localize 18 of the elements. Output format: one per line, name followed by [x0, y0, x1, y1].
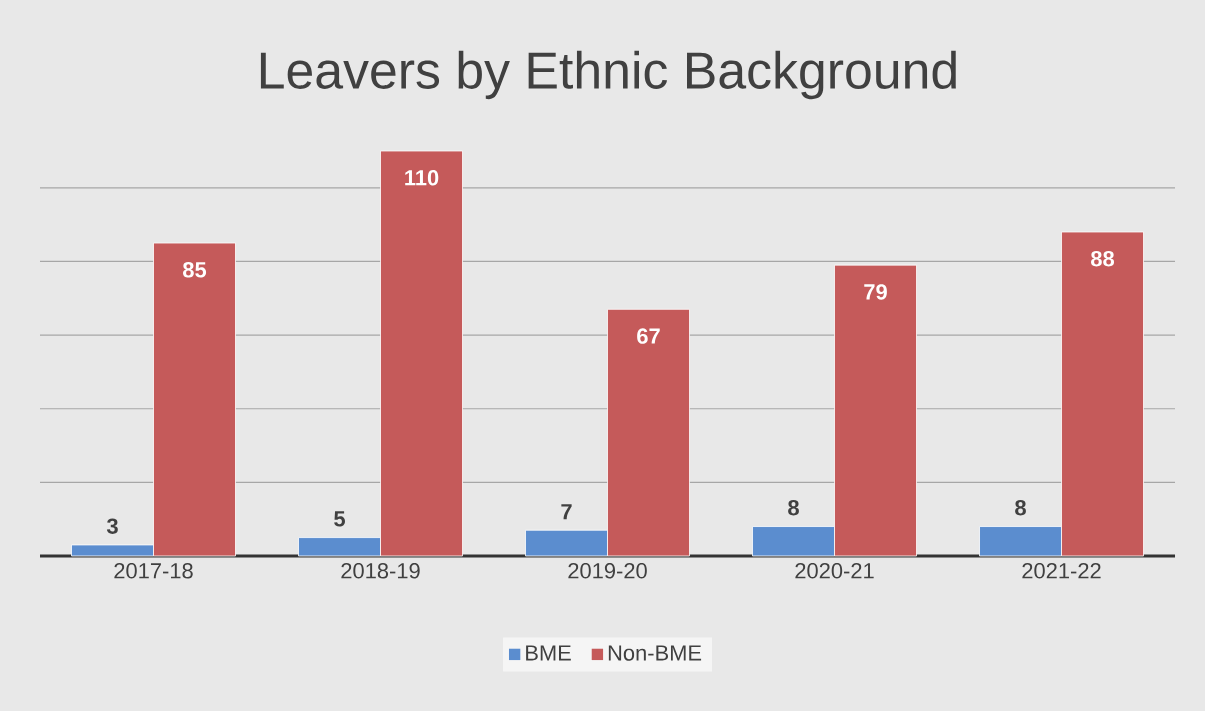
x-tick-label: 2019-20: [568, 563, 647, 579]
x-tick-label: 2018-19: [341, 563, 420, 579]
x-tick-label: 2020-21: [795, 563, 874, 579]
data-label: 110: [405, 170, 439, 186]
data-label: 8: [788, 500, 799, 516]
data-label: 79: [864, 284, 887, 300]
legend-label: BME: [526, 645, 571, 661]
data-label: 67: [637, 328, 660, 344]
data-label: 85: [183, 262, 207, 278]
x-tick-label: 2017-18: [114, 563, 193, 579]
data-label: 3: [106, 518, 118, 534]
x-tick-label: 2021-22: [1022, 563, 1101, 579]
data-label: 7: [561, 504, 572, 520]
chart-title: Leavers by Ethnic Background: [260, 50, 956, 100]
legend-label: Non-BME: [608, 645, 702, 661]
data-label: 8: [1015, 500, 1026, 516]
data-label: 88: [1091, 251, 1115, 267]
data-label: 5: [334, 511, 345, 527]
